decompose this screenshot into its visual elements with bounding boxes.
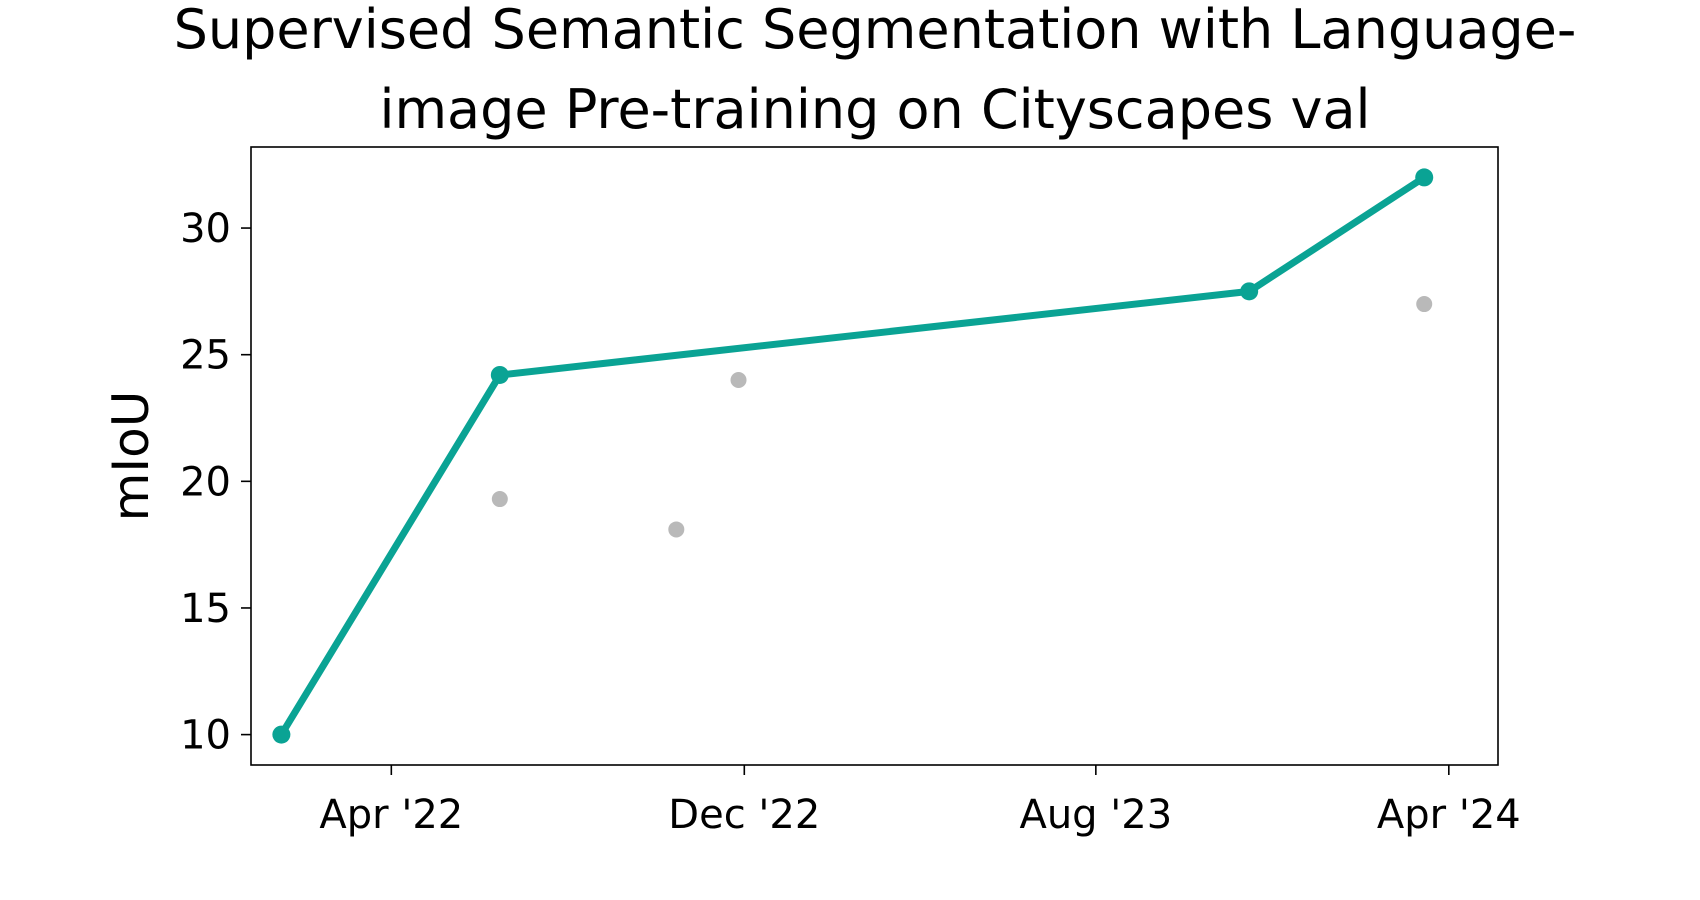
state-of-the-art-series	[272, 168, 1434, 744]
x-axis: Apr '22 Dec '22 Aug '23 Apr '24	[319, 765, 1521, 838]
chart-title-line-2: image Pre-training on Cityscapes val	[379, 78, 1370, 141]
plot-marks	[272, 168, 1434, 744]
chart-title-line-1: Supervised Semantic Segmentation with La…	[174, 0, 1577, 61]
x-tick-label-3: Apr '24	[1377, 792, 1521, 838]
state-of-the-art-point-2	[1240, 282, 1259, 301]
x-tick-label-1: Dec '22	[668, 792, 820, 838]
state-of-the-art-point-1	[490, 365, 509, 384]
other-models-point-3	[1416, 296, 1433, 313]
other-models-point-0	[491, 491, 508, 508]
y-tick-label-3: 25	[180, 333, 231, 379]
plot-area-frame	[250, 146, 1499, 766]
state-of-the-art-point-3	[1415, 168, 1434, 187]
y-tick-label-1: 15	[180, 586, 231, 632]
other-models-series	[491, 296, 1433, 538]
y-tick-label-0: 10	[180, 713, 231, 759]
state-of-the-art-line	[278, 174, 1427, 737]
y-tick-label-4: 30	[180, 206, 231, 252]
x-tick-label-0: Apr '22	[319, 792, 463, 838]
x-tick-label-2: Aug '23	[1019, 792, 1172, 838]
other-models-point-1	[668, 521, 685, 538]
y-axis: 10 15 20 25 30	[180, 206, 251, 759]
chart-title: Supervised Semantic Segmentation with La…	[174, 0, 1577, 141]
y-tick-label-2: 20	[180, 459, 231, 505]
y-axis-label: mIoU	[102, 391, 160, 522]
other-models-point-2	[730, 372, 747, 389]
state-of-the-art-point-0	[272, 725, 291, 744]
